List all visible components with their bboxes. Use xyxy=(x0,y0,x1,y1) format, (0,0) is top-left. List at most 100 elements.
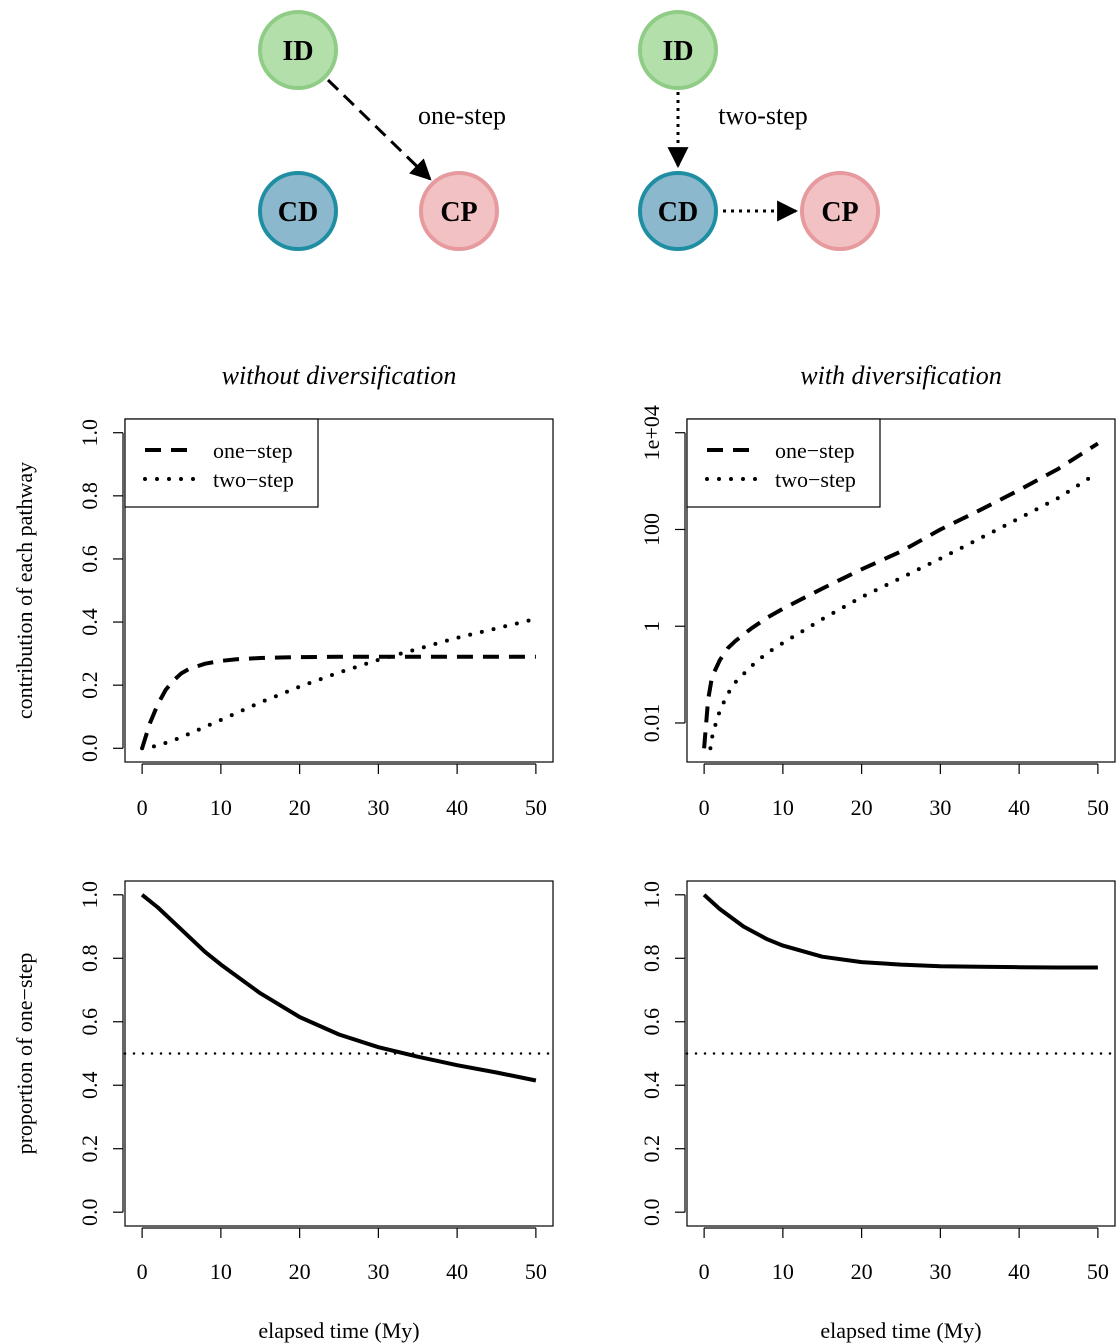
two-step-label: two-step xyxy=(718,101,808,130)
node-id-label: ID xyxy=(282,36,313,67)
x-tick-label: 0 xyxy=(137,1259,148,1284)
x-tick-label: 0 xyxy=(699,795,710,820)
y-tick-label: 0.8 xyxy=(639,945,664,973)
edge-id-to-cp xyxy=(326,78,432,181)
node-id-circle xyxy=(638,10,718,90)
legend-label: two−step xyxy=(775,467,856,492)
legend-box xyxy=(686,418,881,508)
x-tick-label: 30 xyxy=(929,1259,951,1284)
y-tick-label: 1e+04 xyxy=(639,405,664,460)
node-cd-label: CD xyxy=(658,197,698,228)
node-id: ID xyxy=(258,10,338,90)
node-id: ID xyxy=(638,10,718,90)
node-cd-circle xyxy=(258,171,338,251)
node-cp-circle xyxy=(800,171,880,251)
series-line-dashed xyxy=(702,441,1099,749)
x-tick-label: 10 xyxy=(772,1259,794,1284)
y-axis: 0.0 0.2 0.4 0.6 0.8 1.0 xyxy=(77,419,124,763)
legend: one−step two−step xyxy=(124,418,319,508)
y-tick-label: 0.2 xyxy=(639,1135,664,1163)
x-tick-label: 20 xyxy=(851,1259,873,1284)
node-cp: CP xyxy=(800,171,880,251)
node-cp-label: CP xyxy=(440,197,477,228)
x-tick-label: 0 xyxy=(137,795,148,820)
x-tick-label: 50 xyxy=(1087,1259,1109,1284)
x-tick-label: 10 xyxy=(772,795,794,820)
x-tick-label: 30 xyxy=(929,795,951,820)
panel-contribution-without-diversification: 0 10 20 30 40 50 0.0 0.2 0.4 0.6 0.8 1.0 without div… xyxy=(12,361,554,820)
node-id-label: ID xyxy=(662,36,693,67)
y-tick-label: 0.0 xyxy=(77,1198,102,1226)
legend-box xyxy=(124,418,319,508)
node-id-circle xyxy=(258,10,338,90)
x-tick-label: 40 xyxy=(446,1259,468,1284)
y-tick-label: 0.6 xyxy=(639,1008,664,1036)
y-tick-label: 1 xyxy=(639,621,664,632)
x-tick-label: 40 xyxy=(446,795,468,820)
y-tick-label: 0.4 xyxy=(77,608,102,636)
y-tick-label: 1.0 xyxy=(639,881,664,909)
panel-contribution-with-diversification: 0 10 20 30 40 50 0.01 1 100 1e+04 with diversifica… xyxy=(639,361,1116,820)
y-axis-label: contribution of each pathway xyxy=(12,462,37,719)
x-tick-label: 30 xyxy=(367,795,389,820)
y-axis-label: proportion of one−step xyxy=(12,953,37,1155)
one-step-label: one-step xyxy=(418,101,506,130)
x-tick-label: 50 xyxy=(525,1259,547,1284)
x-axis-label: elapsed time (My) xyxy=(820,1318,981,1343)
y-axis: 0.01 1 100 1e+04 xyxy=(639,405,686,743)
y-tick-label: 0.4 xyxy=(77,1071,102,1099)
x-axis: 0 10 20 30 40 50 xyxy=(699,1227,1109,1284)
one-step-diagram: one-step ID CD CP xyxy=(258,10,506,251)
node-cp: CP xyxy=(419,171,499,251)
x-tick-label: 20 xyxy=(289,1259,311,1284)
y-axis: 0.0 0.2 0.4 0.6 0.8 1.0 xyxy=(639,881,686,1226)
series-line-dashed xyxy=(140,654,536,749)
series-line-solid xyxy=(702,893,1098,970)
y-tick-label: 1.0 xyxy=(77,419,102,447)
node-cd-label: CD xyxy=(278,197,318,228)
node-cd-circle xyxy=(638,171,718,251)
panel-proportion-without-diversification: 0 10 20 30 40 50 0.0 0.2 0.4 0.6 0.8 1.0 proportion … xyxy=(12,880,555,1343)
y-tick-label: 0.2 xyxy=(77,671,102,699)
plot-frame xyxy=(124,418,554,763)
y-tick-label: 0.0 xyxy=(639,1198,664,1226)
series-line-solid xyxy=(140,893,537,1083)
two-step-diagram: two-step ID CD CP xyxy=(638,10,880,251)
legend-label: one−step xyxy=(213,438,293,463)
legend-label: two−step xyxy=(213,467,294,492)
node-cd: CD xyxy=(258,171,338,251)
legend: one−step two−step xyxy=(686,418,881,508)
legend-label: one−step xyxy=(775,438,855,463)
x-tick-label: 40 xyxy=(1008,1259,1030,1284)
x-axis-label: elapsed time (My) xyxy=(258,1318,419,1343)
y-tick-label: 1.0 xyxy=(77,881,102,909)
x-tick-label: 30 xyxy=(367,1259,389,1284)
x-axis: 0 10 20 30 40 50 xyxy=(137,1227,547,1284)
series-line-dotted xyxy=(708,470,1100,751)
y-tick-label: 0.4 xyxy=(639,1071,664,1099)
y-tick-label: 0.6 xyxy=(77,545,102,573)
y-tick-label: 100 xyxy=(639,513,664,546)
y-tick-label: 0.2 xyxy=(77,1135,102,1163)
y-tick-label: 0.8 xyxy=(77,482,102,510)
y-tick-label: 0.6 xyxy=(77,1008,102,1036)
chart-title: with diversification xyxy=(800,361,1002,390)
x-axis: 0 10 20 30 40 50 xyxy=(699,763,1109,820)
x-tick-label: 0 xyxy=(699,1259,710,1284)
x-tick-label: 50 xyxy=(1087,795,1109,820)
x-tick-label: 20 xyxy=(289,795,311,820)
chart-title: without diversification xyxy=(222,361,457,390)
plot-frame xyxy=(686,418,1116,763)
x-tick-label: 20 xyxy=(851,795,873,820)
y-axis: 0.0 0.2 0.4 0.6 0.8 1.0 xyxy=(77,881,124,1226)
series-line-dotted xyxy=(140,616,538,751)
x-tick-label: 40 xyxy=(1008,795,1030,820)
y-tick-label: 0.01 xyxy=(639,704,664,743)
x-tick-label: 50 xyxy=(525,795,547,820)
node-cp-label: CP xyxy=(821,197,858,228)
x-tick-label: 10 xyxy=(210,795,232,820)
y-tick-label: 0.0 xyxy=(77,735,102,763)
x-tick-label: 10 xyxy=(210,1259,232,1284)
node-cd: CD xyxy=(638,171,718,251)
